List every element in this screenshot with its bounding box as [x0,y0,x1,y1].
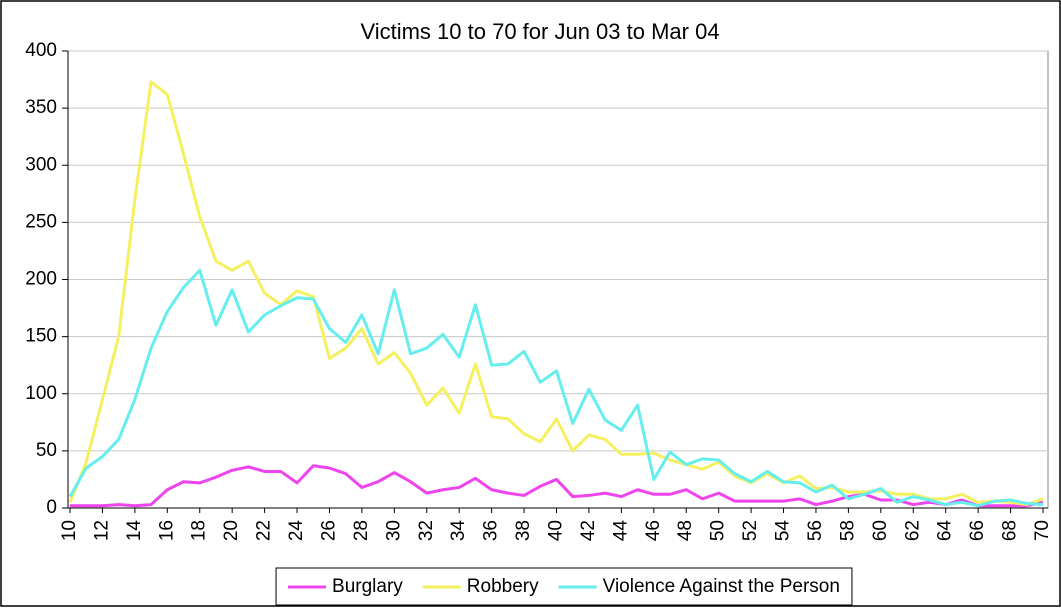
x-tick-label: 44 [610,520,631,542]
y-tick-label: 100 [25,383,57,404]
x-tick-label: 20 [221,520,242,541]
y-tick-label: 300 [25,154,57,175]
x-tick-label: 32 [416,520,437,541]
x-tick-label: 60 [870,520,891,541]
x-tick-label: 46 [643,520,664,541]
series-line [68,268,1044,508]
legend-label: Burglary [332,576,403,597]
chart-title: Victims 10 to 70 for Jun 03 to Mar 04 [360,19,719,44]
x-tick-label: 16 [156,520,177,541]
x-tick-label: 42 [578,520,599,541]
x-tick-label: 36 [481,520,502,541]
x-tick-label: 56 [805,520,826,541]
x-tick-label: 28 [351,520,372,541]
x-tick-label: 52 [740,520,761,541]
x-tick-label: 24 [286,520,307,542]
x-tick-label: 40 [546,520,567,541]
x-tick-label: 54 [773,520,794,542]
y-tick-label: 400 [25,40,57,61]
y-tick-label: 150 [25,326,57,347]
x-tick-label: 66 [967,520,988,541]
y-tick-label: 350 [25,97,57,118]
x-tick-label: 10 [59,520,80,541]
x-tick-label: 34 [448,520,469,542]
x-tick-label: 48 [675,520,696,541]
x-tick-label: 26 [318,520,339,541]
legend: Burglary Robbery Violence Against the Pers… [275,567,853,606]
x-tick-label: 38 [513,520,534,541]
x-tick-label: 12 [91,520,112,541]
x-tick-label: 70 [1032,520,1053,541]
legend-label: Robbery [467,576,539,597]
x-tick-label: 22 [254,520,275,541]
y-tick-label: 200 [25,269,57,290]
x-tick-label: 14 [124,520,145,542]
x-tick-label: 68 [1000,520,1021,541]
y-tick-label: 0 [46,497,57,518]
x-tick-label: 58 [837,520,858,541]
series-line [70,464,1044,508]
x-tick-label: 18 [189,520,210,541]
series-line [68,80,1044,507]
x-tick-label: 30 [383,520,404,541]
y-tick-label: 250 [25,211,57,232]
y-tick-label: 50 [36,440,57,461]
x-tick-label: 62 [902,520,923,541]
legend-label: Violence Against the Person [603,576,840,597]
x-tick-label: 50 [708,520,729,541]
x-tick-label: 64 [935,520,956,542]
